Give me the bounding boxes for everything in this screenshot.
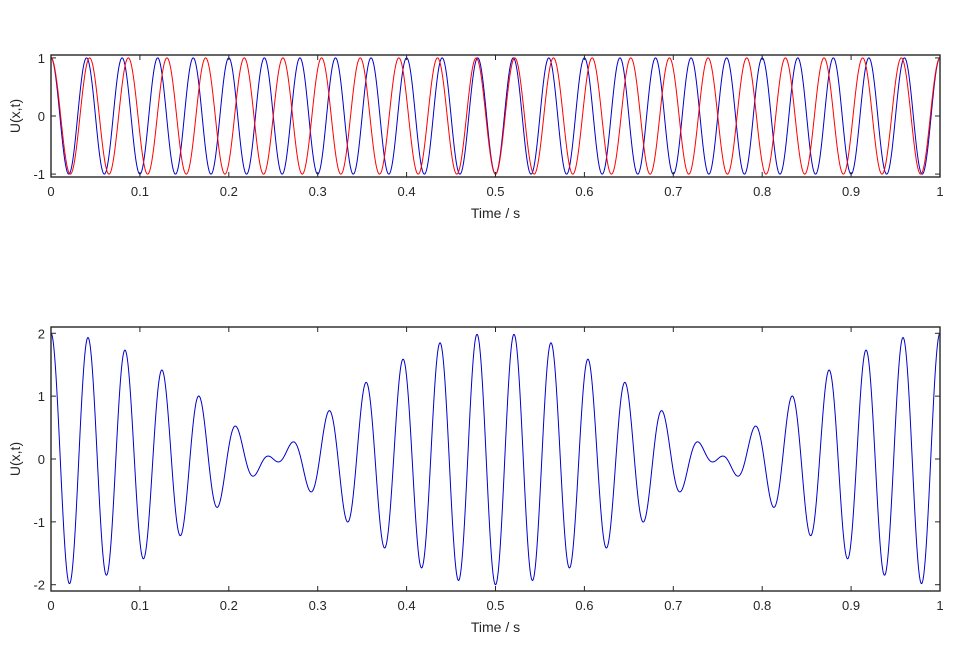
y-axis-label: U(x,t) bbox=[7, 99, 23, 133]
x-tick-label: 0.8 bbox=[753, 598, 771, 613]
y-axis-label: U(x,t) bbox=[7, 442, 23, 476]
x-tick-label: 0 bbox=[47, 184, 54, 199]
x-tick-label: 0.2 bbox=[220, 184, 238, 199]
y-tick-label: 1 bbox=[38, 389, 45, 404]
axes-box bbox=[50, 326, 941, 592]
y-tick-label: 1 bbox=[38, 51, 45, 66]
y-tick-label: -1 bbox=[33, 167, 45, 182]
x-tick-label: 0.9 bbox=[842, 184, 860, 199]
series-line-0 bbox=[51, 332, 940, 586]
x-tick-label: 0.6 bbox=[575, 598, 593, 613]
x-axis-label: Time / s bbox=[471, 619, 520, 635]
y-tick-label: 0 bbox=[38, 109, 45, 124]
x-tick-label: 0.3 bbox=[309, 184, 327, 199]
y-tick-label: -2 bbox=[33, 578, 45, 593]
x-tick-label: 0.3 bbox=[309, 598, 327, 613]
y-tick-label: 0 bbox=[38, 452, 45, 467]
x-tick-label: 0.2 bbox=[220, 598, 238, 613]
x-tick-label: 0.7 bbox=[664, 598, 682, 613]
x-tick-label: 0.5 bbox=[486, 598, 504, 613]
x-tick-label: 0.5 bbox=[486, 184, 504, 199]
x-axis-label: Time / s bbox=[471, 205, 520, 221]
x-tick-label: 0.7 bbox=[664, 184, 682, 199]
x-tick-label: 1 bbox=[936, 184, 943, 199]
x-tick-label: 0.8 bbox=[753, 184, 771, 199]
x-tick-label: 0 bbox=[47, 598, 54, 613]
y-tick-label: -1 bbox=[33, 515, 45, 530]
x-tick-label: 0.9 bbox=[842, 598, 860, 613]
x-tick-label: 0.4 bbox=[398, 598, 416, 613]
x-tick-label: 0.1 bbox=[131, 184, 149, 199]
x-tick-label: 0.1 bbox=[131, 598, 149, 613]
series-line-0 bbox=[51, 57, 940, 175]
x-tick-label: 0.6 bbox=[575, 184, 593, 199]
x-tick-label: 1 bbox=[936, 598, 943, 613]
bottom-panel: 0 0.1 0.2 0.3 0.4 0.5 0.6 0.7 0.8 0.9 1 2 1 0 -1 -2 Time… bbox=[7, 326, 944, 635]
x-tick-label: 0.4 bbox=[398, 184, 416, 199]
y-tick-label: 2 bbox=[38, 326, 45, 341]
